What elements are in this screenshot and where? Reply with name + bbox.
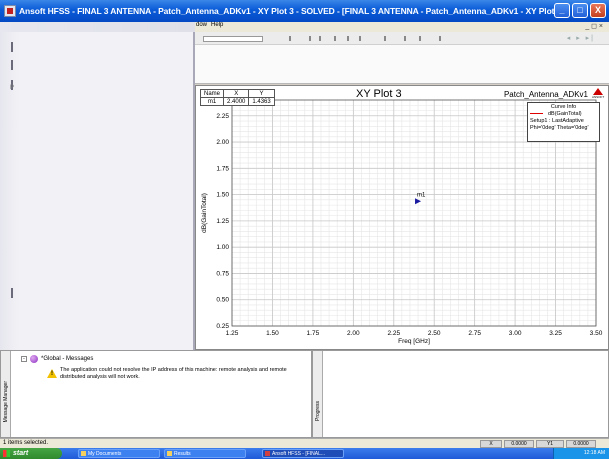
status-x-value: 0.0000 [504, 440, 534, 448]
folder-icon [167, 451, 172, 456]
legend-trace-name: dB(GainTotal) [548, 111, 582, 117]
y-tick-label: 2.25 [216, 113, 229, 120]
toolbar-icon[interactable] [359, 36, 361, 41]
status-bar: 1 items selected. X 0.0000 Y1 0.0000 [0, 438, 609, 448]
collapse-icon[interactable]: - [21, 356, 27, 362]
marker-table-header: X [223, 89, 250, 98]
legend-params: Phi='0deg' Theta='0deg' [530, 125, 589, 131]
toolbar-icon[interactable] [404, 36, 406, 41]
x-tick-label: 2.25 [387, 330, 400, 337]
mdi-window-controls[interactable]: _ ◻ × [585, 23, 603, 30]
y-tick-label: 1.00 [216, 244, 229, 251]
x-tick-label: 2.00 [347, 330, 360, 337]
legend-line-swatch [530, 113, 543, 114]
taskbar: start My Documents Results Ansoft HFSS -… [0, 448, 609, 459]
xy-plot-window[interactable]: 1.25 1.50 1.75 2.00 2.25 2.50 2.75 3.00 3.25 3.50… [195, 85, 609, 350]
progress-tab[interactable]: Progress [313, 351, 323, 437]
x-tick-label: 2.75 [468, 330, 481, 337]
progress-panel: Progress [312, 350, 609, 438]
menu-window[interactable]: dow [196, 22, 208, 28]
marker-table[interactable]: Name X Y m1 2.4000 1.4363 [199, 89, 275, 106]
status-text: 1 items selected. [3, 440, 49, 446]
marker-table-header: Y [248, 89, 275, 98]
toolbar-nav-arrows[interactable]: ◂ ▸ ▸| [566, 35, 595, 42]
maximize-button[interactable]: □ [572, 3, 588, 18]
message-manager-panel: Message Manager - *Global - Messages ! T… [0, 350, 312, 438]
messages-icon [30, 355, 38, 363]
toolbar-dropdown[interactable] [203, 36, 263, 42]
title-bar: Ansoft HFSS - FINAL 3 ANTENNA - Patch_An… [0, 0, 609, 22]
curve-info-header: Curve Info [550, 104, 577, 110]
status-y-label: Y1 [536, 440, 564, 448]
start-button[interactable]: start [0, 448, 62, 459]
toolbar-icon[interactable] [347, 36, 349, 41]
legend-setup: Setup1 : LastAdaptive [530, 118, 584, 124]
minimize-button[interactable]: _ [554, 3, 570, 18]
hfss-app-icon [265, 451, 270, 456]
toolbar-icon[interactable] [309, 36, 311, 41]
marker-name-cell: m1 [199, 97, 225, 106]
y-tick-label: 0.25 [216, 323, 229, 330]
windows-logo-icon [3, 450, 10, 457]
toolbar-icon[interactable] [419, 36, 421, 41]
hfss-app-icon[interactable] [4, 5, 16, 17]
taskbar-item-results[interactable]: Results [164, 449, 246, 458]
marker-m1-point [415, 198, 422, 205]
marker-table-header: Name [199, 89, 225, 98]
marker-x-cell: 2.4000 [223, 97, 250, 106]
taskbar-item-my-documents[interactable]: My Documents [78, 449, 160, 458]
warning-icon: ! [47, 369, 57, 378]
global-messages-label: *Global - Messages [41, 356, 94, 362]
x-tick-label: 1.25 [226, 330, 239, 337]
close-button[interactable]: X [590, 3, 606, 18]
y-tick-label: 1.25 [216, 218, 229, 225]
x-tick-label: 2.50 [428, 330, 441, 337]
toolbar-icon[interactable] [289, 36, 291, 41]
taskbar-item-hfss[interactable]: Ansoft HFSS - [FINAL... [262, 449, 344, 458]
toolbar-icon[interactable] [384, 36, 386, 41]
ansoft-logo: ANSOFT [592, 88, 604, 99]
x-tick-label: 3.00 [509, 330, 522, 337]
y-tick-label: 0.75 [216, 270, 229, 277]
plot-title: XY Plot 3 [356, 88, 402, 100]
x-tick-label: 1.50 [266, 330, 279, 337]
status-x-label: X [480, 440, 502, 448]
toolbar-area: ◂ ▸ ▸| [195, 32, 609, 84]
project-manager-panel: P [0, 32, 195, 350]
marker-table-row[interactable]: m1 2.4000 1.4363 [199, 97, 275, 106]
toolbar-icon[interactable] [319, 36, 321, 41]
panel-letter: P [10, 85, 15, 91]
menu-bar: dow Help _ ◻ × [0, 22, 609, 32]
toolbar-icon[interactable] [439, 36, 441, 41]
window-title: Ansoft HFSS - FINAL 3 ANTENNA - Patch_An… [19, 6, 565, 16]
toolbar-icon[interactable] [334, 36, 336, 41]
system-tray-clock: 12:18 AM [553, 448, 609, 459]
y-tick-label: 1.50 [216, 192, 229, 199]
x-tick-label: 1.75 [307, 330, 320, 337]
y-tick-label: 0.50 [216, 297, 229, 304]
plot-frame [231, 99, 597, 327]
x-tick-label: 3.50 [590, 330, 603, 337]
menu-help[interactable]: Help [211, 22, 224, 28]
x-axis-label: Freq [GHz] [398, 338, 430, 345]
folder-icon [81, 451, 86, 456]
warning-message: The application could not resolve the IP… [60, 367, 287, 380]
message-manager-tab[interactable]: Message Manager [1, 351, 11, 437]
toolbar-strip: ◂ ▸ ▸| [195, 32, 609, 45]
y-axis-label: dB(GainTotal) [201, 193, 208, 233]
plot-project-name: Patch_Antenna_ADKv1 [503, 90, 588, 99]
x-tick-label: 3.25 [549, 330, 562, 337]
y-tick-label: 1.75 [216, 165, 229, 172]
global-messages-node[interactable]: - *Global - Messages [21, 355, 93, 363]
status-y-value: 0.0000 [566, 440, 596, 448]
y-tick-label: 2.00 [216, 139, 229, 146]
curve-info-legend[interactable]: Curve Info dB(GainTotal) Setup1 : LastAd… [527, 102, 600, 142]
marker-m1-label: m1 [417, 192, 426, 198]
marker-y-cell: 1.4363 [248, 97, 275, 106]
